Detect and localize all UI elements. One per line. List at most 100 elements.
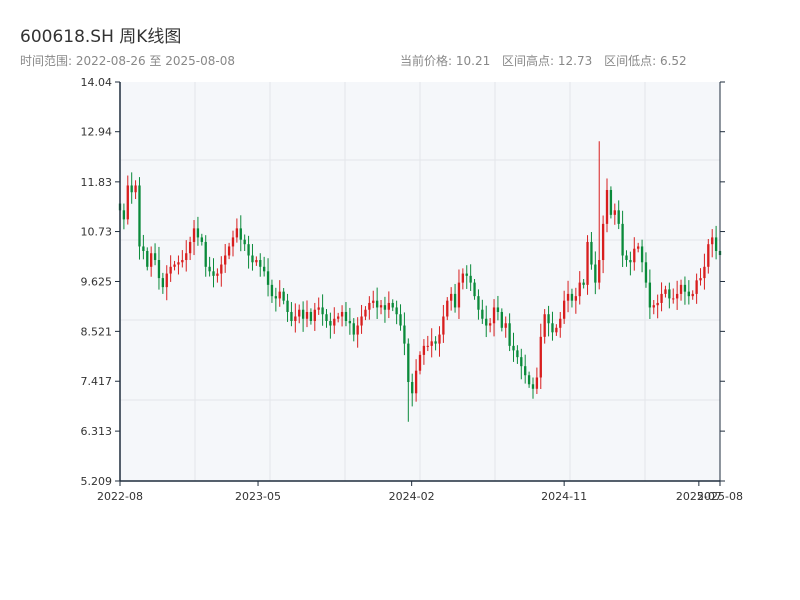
candle-body [695,280,698,294]
candle [227,242,231,260]
candle [617,200,620,230]
candle [262,256,266,277]
x-tick-label: 2025-08 [697,490,743,503]
y-tick-label: 14.04 [81,76,113,89]
candle-body [414,370,418,394]
candle [582,278,585,289]
candle [668,282,671,309]
candle-body [305,311,309,319]
candle-body [531,384,535,389]
candle-body [453,293,457,308]
candle-body [313,309,316,322]
candle [586,235,589,295]
candle-body [520,357,523,367]
candle [594,251,597,295]
candle-body [629,260,632,263]
candle [687,280,690,305]
candle [185,240,188,272]
candle-body [492,307,496,324]
candle-body [469,275,472,283]
candle [235,218,239,243]
candle [598,141,601,290]
candle-body [473,282,476,297]
candle-body [317,307,320,310]
candle [562,290,566,324]
candle [496,295,500,321]
candle-body [660,293,663,303]
candle-body [325,314,328,322]
candle [465,265,468,289]
candle [407,338,410,422]
candle-body [216,273,219,276]
candle [290,302,293,327]
candle-body [508,323,511,346]
candle-body [204,241,207,267]
candle [192,220,196,256]
candle-body [411,382,414,394]
candle [282,288,285,305]
candle-body [224,255,227,265]
candle-body [333,318,336,326]
candle-body [153,253,157,261]
candle [298,304,301,324]
candle [259,253,262,277]
candle [492,299,496,337]
candle-body [259,260,262,267]
x-axis-ticks: 2022-08 2023-05 2024-02 2024-11 2025-072025-… [97,481,743,503]
candle [699,268,702,286]
y-axis-ticks: 14.04 12.94 11.83 10.73 9.625 8.521 7.417 6.313… [81,76,725,488]
candle-body [617,210,620,224]
x-tick-label: 2025-07 [676,490,722,503]
candle-body [212,271,215,276]
candle-body [621,223,624,256]
candle [516,345,519,364]
candle [695,273,698,304]
candle-body [138,185,141,247]
candle [352,318,355,342]
candle [601,215,605,274]
candle [559,311,562,338]
candle-body [352,323,355,335]
candle-body [652,305,655,308]
candle [426,335,429,352]
y-tick-label: 12.94 [81,126,113,139]
candle [200,233,203,246]
candle-body [496,307,500,312]
candle [224,243,227,273]
candle [555,324,558,336]
candle-body [399,314,402,326]
candle [414,359,418,402]
candle-body [126,185,129,220]
y-tick-label: 8.521 [81,325,113,338]
candle-body [278,291,281,299]
candle-body [157,260,161,279]
candle [637,242,640,253]
candle [278,280,281,307]
candle [512,332,515,362]
candle-body [687,291,690,297]
candle [633,237,636,271]
range-high-text: 区间高点: 12.73 [502,54,593,68]
candle [543,309,546,344]
candle-body [648,282,652,308]
candle-body [562,300,566,319]
candle [150,246,153,277]
candle [481,299,484,324]
candle-body [395,307,398,315]
candle [333,307,336,334]
candle [169,255,172,282]
candle [403,312,406,356]
candle-body [683,284,687,292]
candle-body [586,241,589,285]
candle-body [524,366,527,376]
candle [450,287,453,311]
candle-body [504,323,507,328]
candle [707,239,710,274]
candle-body [656,302,659,306]
candle [508,313,511,352]
current-price-text: 当前价格: 10.21 [400,54,491,68]
candle-body [227,246,231,256]
candle-body [239,228,242,240]
candle-body [703,266,706,279]
